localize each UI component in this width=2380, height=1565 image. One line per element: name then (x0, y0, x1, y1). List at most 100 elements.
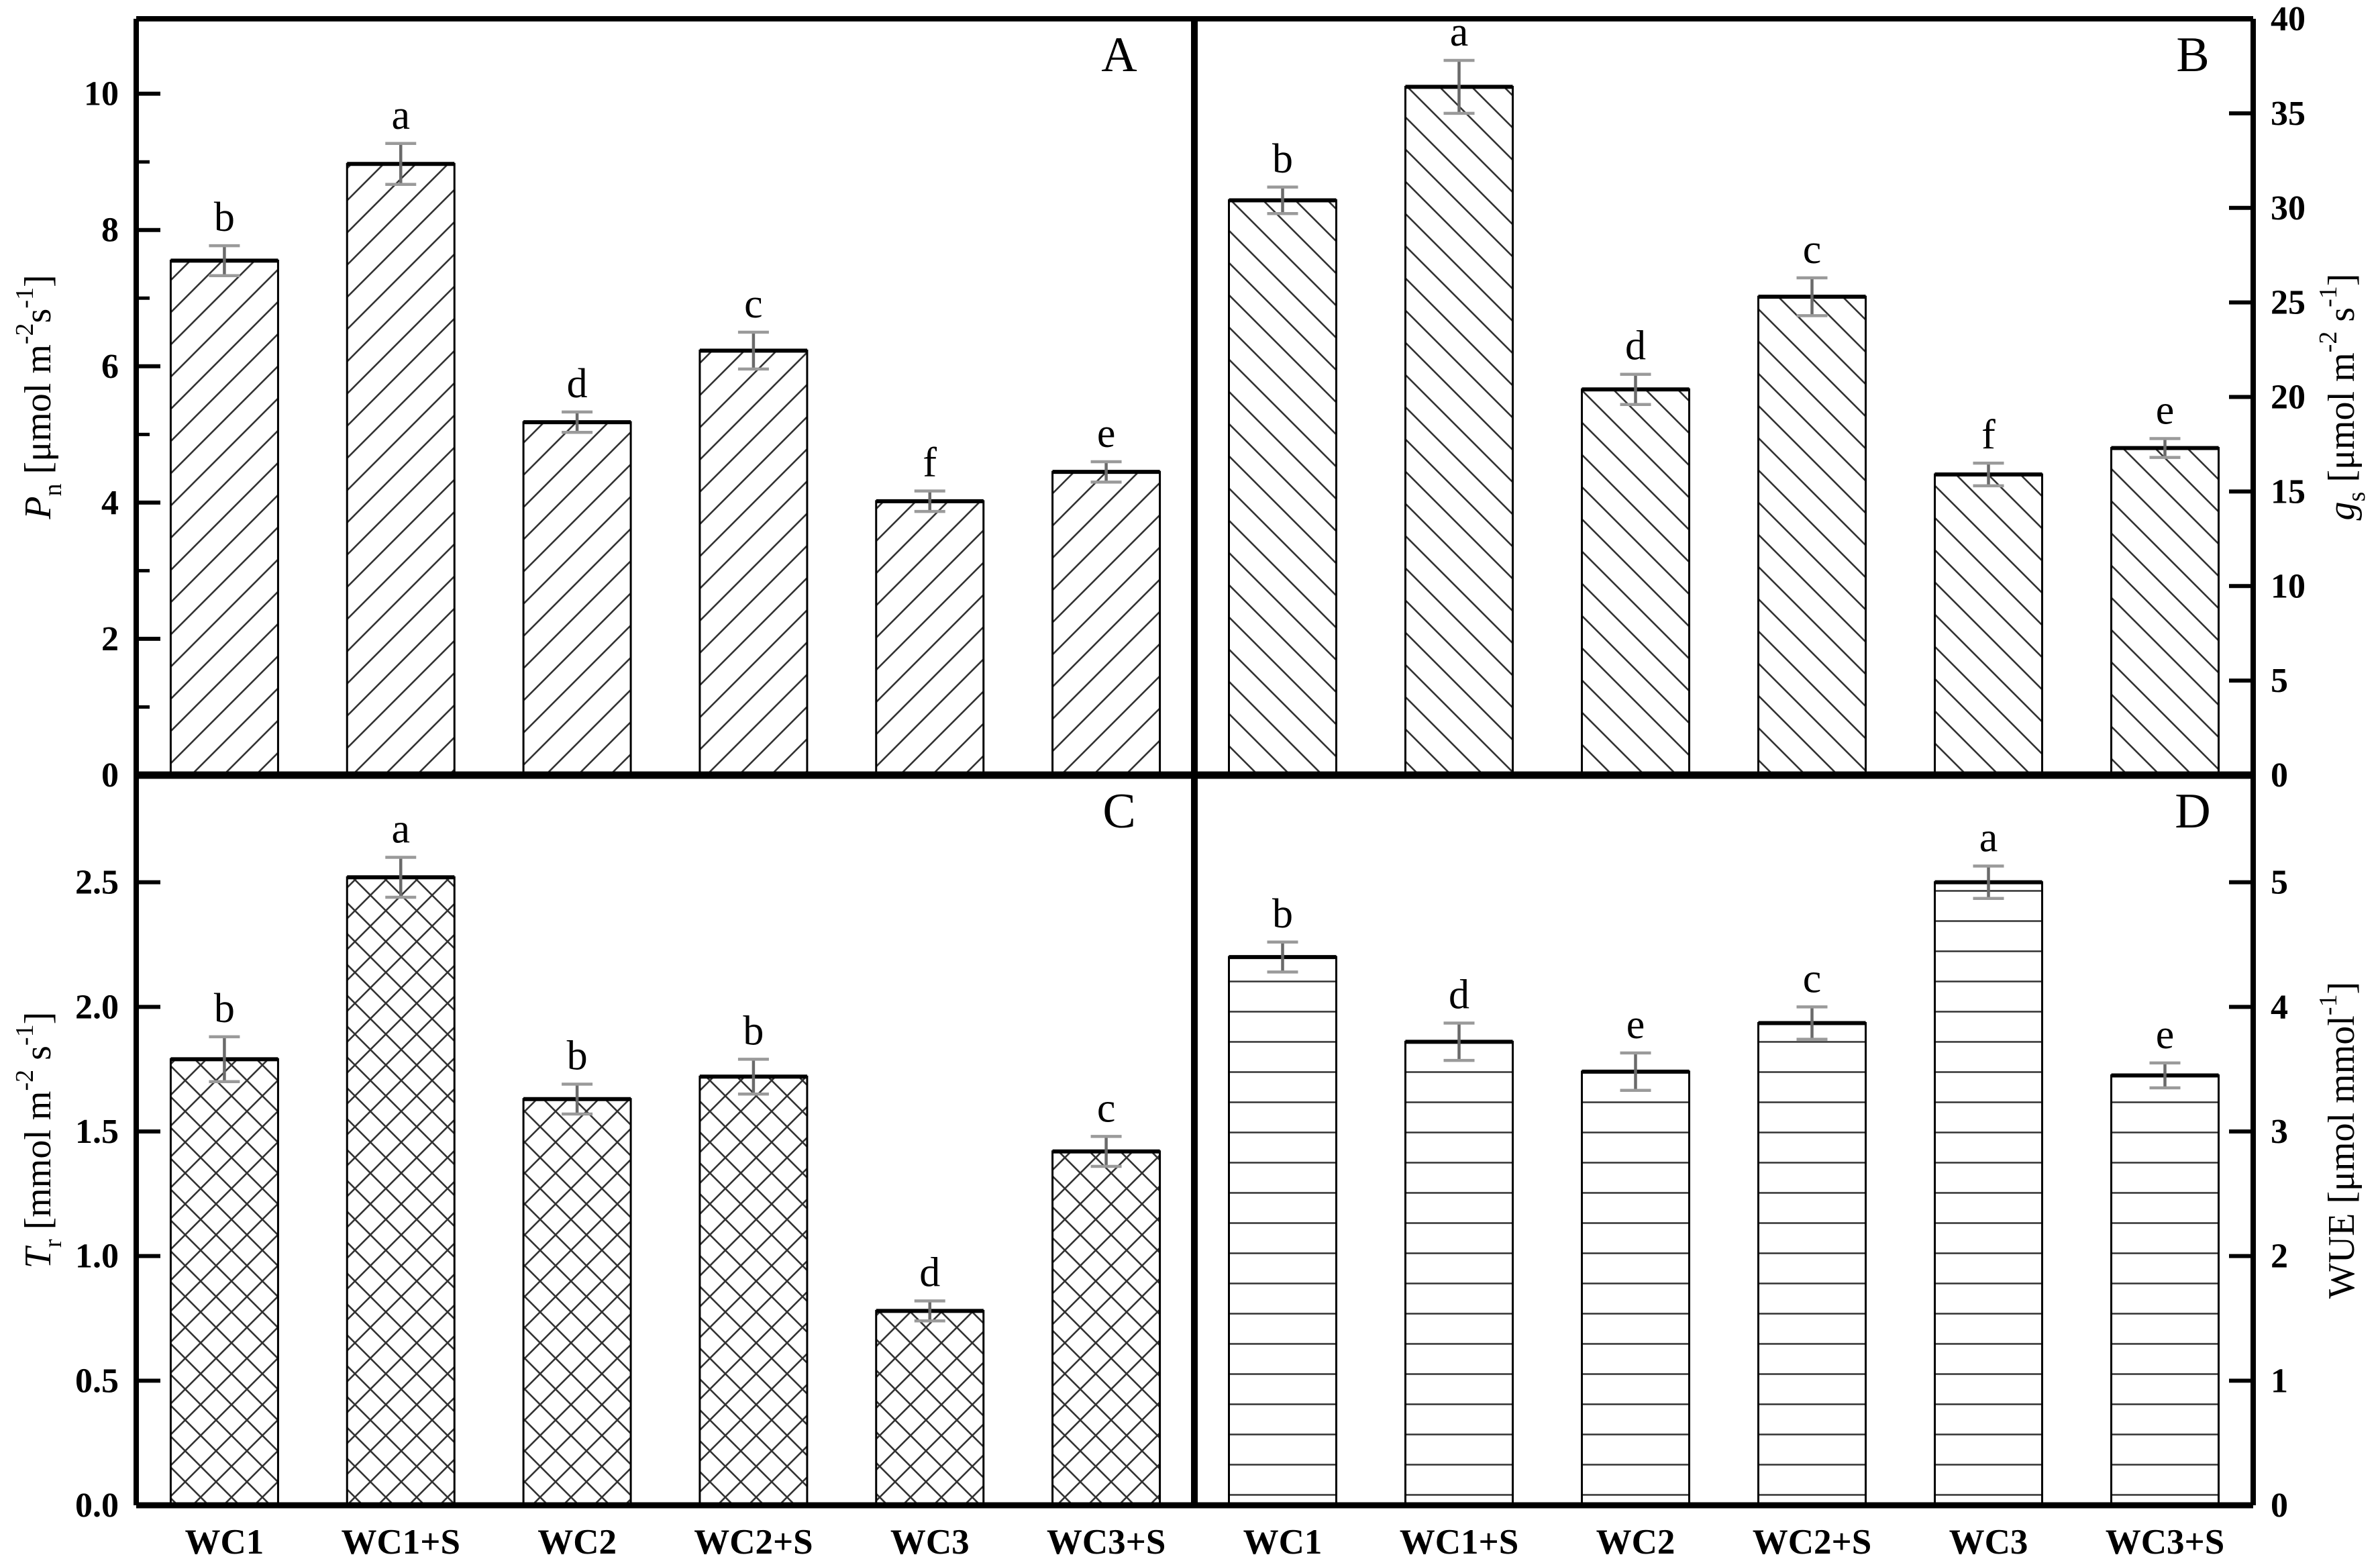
bar-wc1+s (346, 162, 456, 776)
panel-label-D: D (2175, 784, 2210, 839)
bar-wc3 (1934, 881, 2043, 1507)
bar-wc2 (522, 421, 632, 776)
bar-wc2+s (699, 349, 809, 776)
significance-letter: b (214, 986, 235, 1031)
significance-letter: f (923, 440, 937, 486)
significance-letter: d (919, 1250, 940, 1296)
y-tick-label: 15 (2271, 472, 2306, 511)
significance-letter: f (1981, 412, 1996, 458)
significance-letter: e (2156, 1012, 2175, 1058)
significance-letter: c (1097, 1085, 1116, 1131)
significance-letter: c (1803, 227, 1822, 272)
y-tick-label: 5 (2271, 662, 2288, 700)
y-tick-label: 2 (101, 620, 119, 658)
bar-wc2 (522, 1098, 632, 1507)
y-tick-label: 20 (2271, 378, 2306, 417)
significance-letter: b (1272, 136, 1293, 182)
significance-letter: e (1626, 1002, 1645, 1048)
significance-letter: e (1097, 411, 1116, 456)
x-category-label: WC2+S (1753, 1523, 1871, 1562)
bar-wc1+s (346, 876, 456, 1507)
significance-letter: c (1803, 956, 1822, 1001)
y-tick-label: 2 (2271, 1238, 2288, 1276)
bar-wc1 (1228, 956, 1337, 1507)
significance-letter: a (391, 807, 410, 852)
significance-letter: b (1272, 891, 1293, 937)
panel-frame (134, 16, 2256, 1509)
x-category-label: WC2 (537, 1523, 617, 1562)
x-category-label: WC1 (1243, 1523, 1323, 1562)
bar-wc1+s (1404, 85, 1514, 776)
x-category-label: WC1+S (1400, 1523, 1518, 1562)
significance-letter: a (391, 93, 410, 138)
panel-label-C: C (1102, 784, 1135, 839)
bar-wc2+s (699, 1075, 809, 1507)
significance-letter: d (1449, 972, 1469, 1017)
bar-wc1 (169, 259, 279, 776)
y-tick-label: 0.5 (75, 1362, 119, 1400)
y-tick-label: 1.0 (75, 1238, 119, 1276)
y-tick-label: 3 (2271, 1113, 2288, 1151)
x-category-label: WC2+S (694, 1523, 813, 1562)
significance-letter: d (1625, 323, 1646, 369)
bar-wc3+s (2110, 1074, 2220, 1507)
bar-wc1 (1228, 199, 1337, 776)
y-tick-label: 4 (101, 484, 119, 522)
significance-letter: b (567, 1033, 588, 1078)
bar-wc1+s (1404, 1040, 1514, 1507)
y-tick-label: 10 (2271, 567, 2306, 605)
panel-label-A: A (1101, 28, 1137, 83)
y-tick-label: 6 (101, 348, 119, 386)
y-axis-title: Tr [mmol m-2 s-1] (11, 1012, 67, 1268)
significance-letter: b (743, 1008, 764, 1054)
y-tick-label: 0 (101, 756, 119, 795)
bar-wc3+s (1051, 1150, 1161, 1507)
significance-letter: d (567, 361, 588, 407)
y-tick-label: 0 (2271, 1486, 2288, 1525)
y-tick-label: 30 (2271, 189, 2306, 228)
y-tick-label: 25 (2271, 284, 2306, 322)
significance-letter: a (1979, 815, 1998, 861)
panel-label-B: B (2176, 28, 2209, 83)
y-tick-label: 35 (2271, 95, 2306, 133)
x-category-label: WC3 (1949, 1523, 2028, 1562)
x-category-label: WC3 (890, 1523, 970, 1562)
x-category-label: WC2 (1596, 1523, 1675, 1562)
y-axis-title: WUE [μmol mmol-1] (2314, 982, 2363, 1299)
y-tick-label: 0.0 (75, 1486, 119, 1525)
y-tick-label: 1.5 (75, 1113, 119, 1151)
bar-wc3 (875, 500, 985, 776)
panel-C: b WC1 a WC1+S b WC2 b WC2+S d WC3 c WC3+S 0.0 0.5 1.0 1… (11, 784, 1166, 1562)
bar-wc2+s (1757, 1021, 1867, 1507)
y-tick-label: 1 (2271, 1362, 2288, 1400)
y-tick-label: 4 (2271, 988, 2288, 1026)
bar-wc2 (1581, 388, 1690, 776)
y-axis-title: Pn [μmol m-2s-1] (11, 274, 67, 519)
y-tick-label: 2.5 (75, 864, 119, 902)
y-tick-label: 10 (84, 75, 119, 113)
bar-wc3 (1934, 473, 2043, 776)
significance-letter: b (214, 195, 235, 240)
y-tick-label: 40 (2271, 0, 2306, 38)
bar-wc2 (1581, 1070, 1690, 1507)
y-tick-label: 0 (2271, 756, 2288, 795)
y-tick-label: 5 (2271, 864, 2288, 902)
panel-A: b a d c f e 0 2 4 6 8 10 Pn [μmol m-2s-1] A (11, 28, 1161, 795)
bar-wc3 (875, 1309, 985, 1507)
bar-wc1 (169, 1058, 279, 1507)
y-axis-title: gs [μmol m-2 s-1] (2314, 274, 2371, 521)
significance-letter: c (744, 281, 763, 327)
x-category-label: WC3+S (2106, 1523, 2224, 1562)
x-category-label: WC1 (185, 1523, 264, 1562)
bar-wc3+s (2110, 447, 2220, 776)
panel-D: b WC1 d WC1+S e WC2 c WC2+S a WC3 e WC3+S 0 1 2 3 4 5 WUE … (1228, 784, 2363, 1562)
x-category-label: WC3+S (1047, 1523, 1166, 1562)
y-tick-label: 8 (101, 211, 119, 250)
bar-wc3+s (1051, 470, 1161, 776)
x-category-label: WC1+S (342, 1523, 460, 1562)
bar-wc2+s (1757, 295, 1867, 776)
y-tick-label: 2.0 (75, 988, 119, 1026)
